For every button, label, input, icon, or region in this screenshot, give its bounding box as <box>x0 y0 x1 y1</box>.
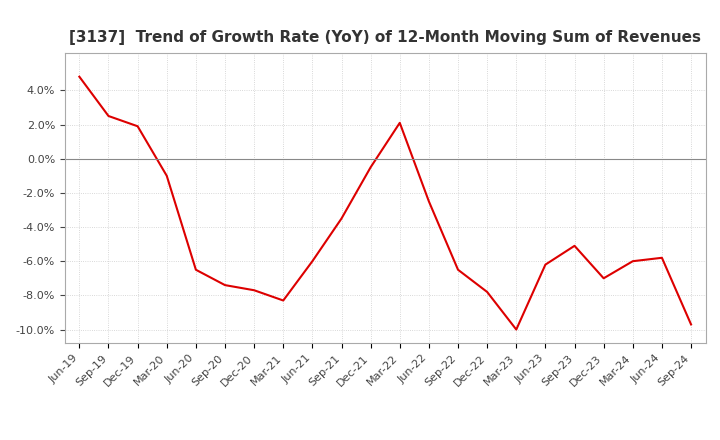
Title: [3137]  Trend of Growth Rate (YoY) of 12-Month Moving Sum of Revenues: [3137] Trend of Growth Rate (YoY) of 12-… <box>69 29 701 45</box>
